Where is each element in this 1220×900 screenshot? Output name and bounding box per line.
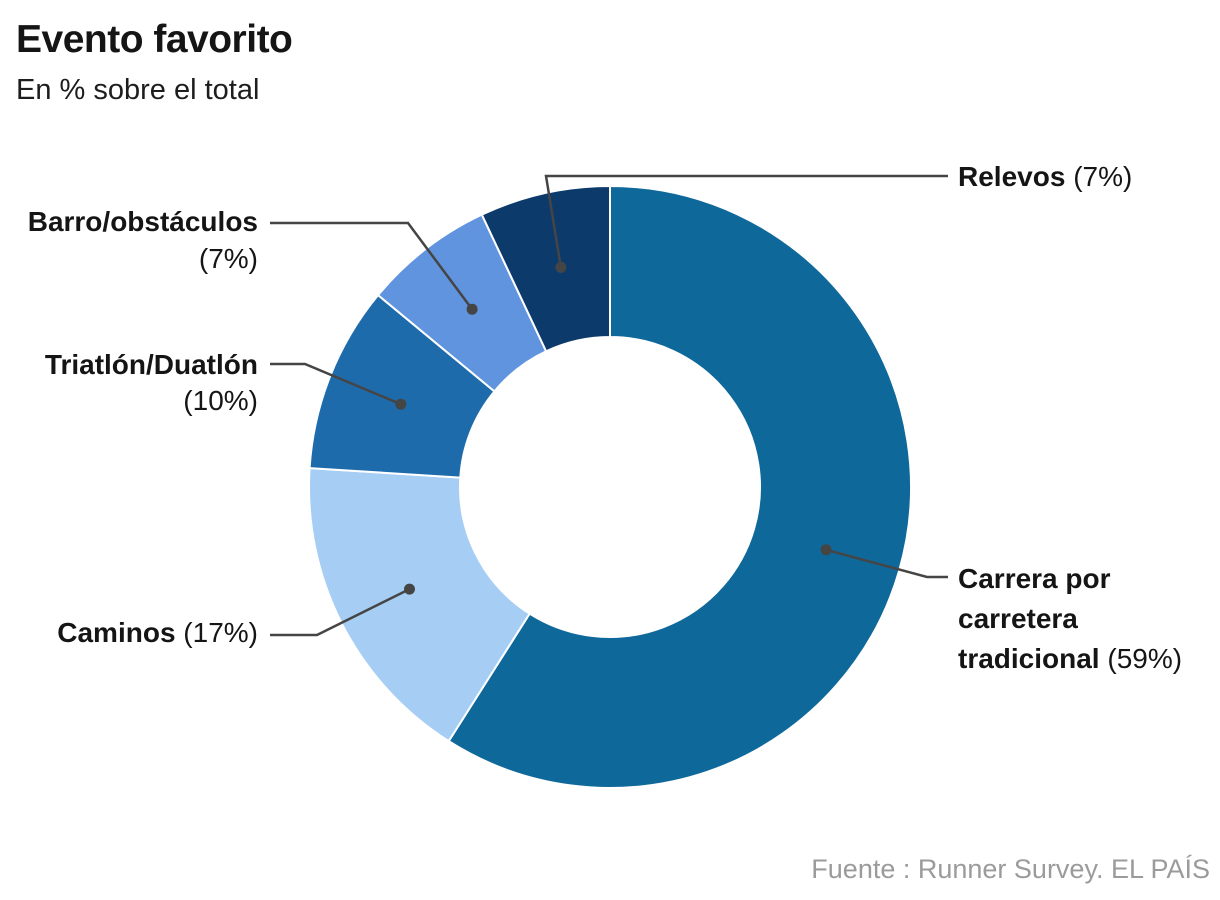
donut-slice-1 [308,467,532,743]
slice-label-caminos: Caminos (17%) [57,615,258,651]
donut-slice-4 [480,184,611,353]
leader-line-2 [270,362,402,406]
donut-slice-0 [447,184,913,789]
slice-label-carrera-line1: Carrera por [958,563,1111,594]
slice-label-carrera: Carrera por carretera tradicional (59%) [958,559,1182,679]
slice-label-triatlon: Triatlón/Duatlón (10%) [45,347,258,419]
slice-label-carrera-pct: (59%) [1107,643,1183,674]
slice-label-caminos-name: Caminos [57,617,176,648]
slice-label-triatlon-pct: (10%) [183,385,258,416]
leader-line-1 [270,587,411,637]
slice-label-barro: Barro/obstáculos (7%) [28,203,258,277]
leader-dot-1 [404,583,415,595]
leader-line-4 [544,174,948,268]
slice-label-carrera-line3-name: tradicional [958,643,1100,674]
slice-label-relevos-pct: (7%) [1073,161,1133,192]
slice-label-barro-pct: (7%) [198,243,258,274]
leader-dot-4 [555,261,567,273]
leader-line-3 [270,221,474,310]
leader-line-0 [825,548,948,579]
slice-label-caminos-pct: (17%) [183,617,258,648]
slice-label-barro-name: Barro/obstáculos [27,206,258,237]
slice-label-relevos: Relevos (7%) [958,159,1132,195]
leader-dot-0 [820,544,832,556]
chart-title: Evento favorito [16,18,293,61]
slice-label-carrera-line3: tradicional (59%) [958,639,1182,679]
chart-subtitle: En % sobre el total [16,74,260,106]
slice-label-carrera-line2: carretera [958,603,1078,634]
source-credit: Fuente : Runner Survey. EL PAÍS [811,854,1210,884]
slice-label-triatlon-name: Triatlón/Duatlón [44,349,258,380]
slice-label-relevos-name: Relevos [958,161,1066,192]
leader-dot-2 [395,398,407,410]
leader-dot-3 [466,303,478,315]
